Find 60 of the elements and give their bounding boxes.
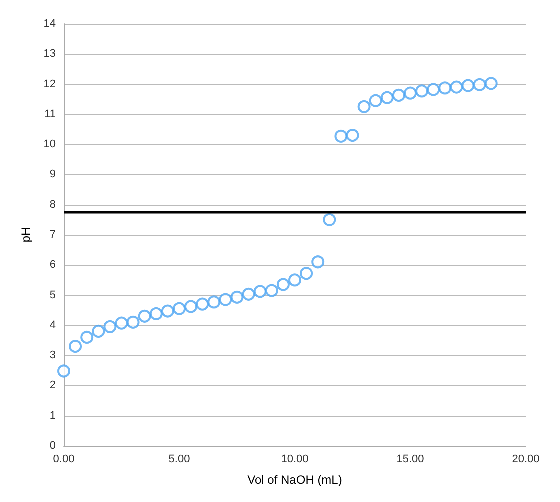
x-tick-label: 0.00 [53, 454, 75, 466]
point [58, 364, 70, 378]
y-axis-title: pH [19, 227, 33, 243]
point [138, 310, 152, 323]
point [484, 77, 498, 90]
point [346, 129, 360, 142]
y-tick-label: 3 [50, 350, 56, 362]
y-tick-label: 1 [50, 410, 56, 422]
x-axis-title: Vol of NaOH (mL) [248, 473, 342, 487]
point [254, 285, 267, 298]
point [380, 91, 394, 104]
point [161, 304, 174, 318]
point [173, 302, 186, 316]
point [196, 298, 210, 311]
y-tick-label: 2 [50, 380, 56, 392]
y-tick-label: 5 [50, 289, 56, 302]
point [92, 324, 106, 338]
point [242, 288, 256, 301]
point [276, 278, 290, 292]
y-tick-label: 8 [50, 198, 56, 211]
point [300, 267, 314, 280]
y-tick-label: 10 [44, 138, 56, 151]
point [219, 293, 232, 306]
point [473, 78, 486, 92]
point [150, 307, 163, 320]
x-tick-label: 10.00 [281, 454, 309, 466]
point [126, 316, 140, 329]
y-tick-label: 11 [44, 108, 56, 120]
point [392, 88, 406, 102]
point [450, 80, 464, 94]
point [265, 284, 278, 298]
y-tick-label: 12 [44, 78, 56, 90]
y-tick-label: 4 [50, 319, 56, 332]
x-tick-label: 5.00 [168, 454, 190, 466]
point [104, 320, 117, 334]
point [369, 94, 382, 108]
y-tick-label: 14 [44, 18, 56, 30]
y-tick-label: 0 [50, 440, 56, 452]
y-tick-label: 6 [50, 259, 56, 272]
point [208, 296, 221, 309]
point [230, 290, 244, 304]
point [358, 100, 371, 114]
point [323, 213, 336, 226]
x-tick-label: 15.00 [396, 454, 424, 466]
point [427, 83, 440, 96]
point [334, 130, 348, 143]
y-tick-label: 13 [44, 48, 56, 60]
point [312, 256, 325, 269]
point [462, 79, 475, 92]
point [184, 300, 198, 314]
point [80, 330, 94, 344]
point [438, 82, 452, 95]
point [404, 86, 417, 100]
y-tick-label: 9 [50, 168, 56, 181]
point [416, 84, 429, 98]
point [115, 316, 128, 330]
x-tick-label: 20.00 [512, 454, 540, 466]
point [288, 274, 302, 287]
point [69, 340, 82, 354]
y-tick-label: 7 [50, 229, 56, 241]
